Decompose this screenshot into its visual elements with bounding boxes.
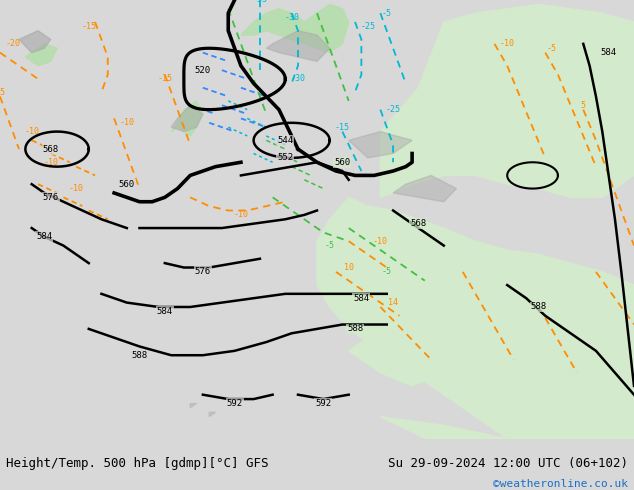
Text: -10: -10 (373, 237, 388, 245)
Text: 592: 592 (315, 399, 332, 408)
Polygon shape (317, 197, 634, 439)
Polygon shape (393, 175, 456, 202)
Polygon shape (349, 329, 444, 386)
Text: -20: -20 (5, 39, 20, 49)
Polygon shape (380, 416, 634, 447)
Text: Height/Temp. 500 hPa [gdmp][°C] GFS: Height/Temp. 500 hPa [gdmp][°C] GFS (6, 457, 269, 469)
Text: 15: 15 (0, 88, 5, 97)
Text: 584: 584 (600, 48, 617, 57)
Text: 10: 10 (344, 263, 354, 272)
Text: 552: 552 (277, 153, 294, 162)
Polygon shape (241, 4, 349, 52)
Polygon shape (266, 31, 330, 61)
Text: -30: -30 (284, 13, 299, 22)
Text: 592: 592 (226, 399, 243, 408)
Text: -30: -30 (290, 74, 306, 83)
Text: 568: 568 (42, 145, 59, 153)
Text: 5: 5 (581, 101, 586, 110)
Text: -10: -10 (24, 127, 39, 136)
Text: -15: -15 (157, 74, 172, 83)
Text: 584: 584 (157, 307, 173, 316)
Text: 588: 588 (131, 351, 148, 360)
Text: -10: -10 (43, 158, 58, 167)
Text: 560: 560 (334, 158, 351, 167)
Text: -5: -5 (547, 44, 557, 53)
Text: -15: -15 (81, 22, 96, 31)
Polygon shape (171, 105, 203, 132)
Text: 560: 560 (119, 180, 135, 189)
Text: 588: 588 (531, 302, 547, 312)
Text: 576: 576 (195, 268, 211, 276)
Text: 584: 584 (36, 232, 53, 241)
Text: -5: -5 (325, 241, 335, 250)
Text: -25: -25 (385, 105, 401, 114)
Text: 520: 520 (195, 66, 211, 74)
Text: -10: -10 (500, 39, 515, 49)
Text: -10: -10 (68, 184, 84, 193)
Text: -10: -10 (233, 210, 249, 220)
Text: -15: -15 (335, 122, 350, 132)
Polygon shape (25, 44, 57, 66)
Text: 14: 14 (388, 298, 398, 307)
Text: 576: 576 (42, 193, 59, 202)
Polygon shape (209, 412, 216, 416)
Text: ©weatheronline.co.uk: ©weatheronline.co.uk (493, 479, 628, 489)
Text: -10: -10 (119, 118, 134, 127)
Text: 544: 544 (277, 136, 294, 145)
Text: -5: -5 (382, 268, 392, 276)
Text: 568: 568 (410, 219, 427, 228)
Text: 584: 584 (353, 294, 370, 303)
Text: 588: 588 (347, 324, 363, 333)
Polygon shape (19, 31, 51, 52)
Text: -5: -5 (382, 9, 392, 18)
Text: -25: -25 (360, 22, 375, 31)
Polygon shape (190, 403, 197, 408)
Polygon shape (380, 4, 634, 197)
Polygon shape (349, 132, 412, 158)
Text: -35: -35 (252, 0, 268, 4)
Polygon shape (171, 101, 203, 136)
Text: Su 29-09-2024 12:00 UTC (06+102): Su 29-09-2024 12:00 UTC (06+102) (387, 457, 628, 469)
